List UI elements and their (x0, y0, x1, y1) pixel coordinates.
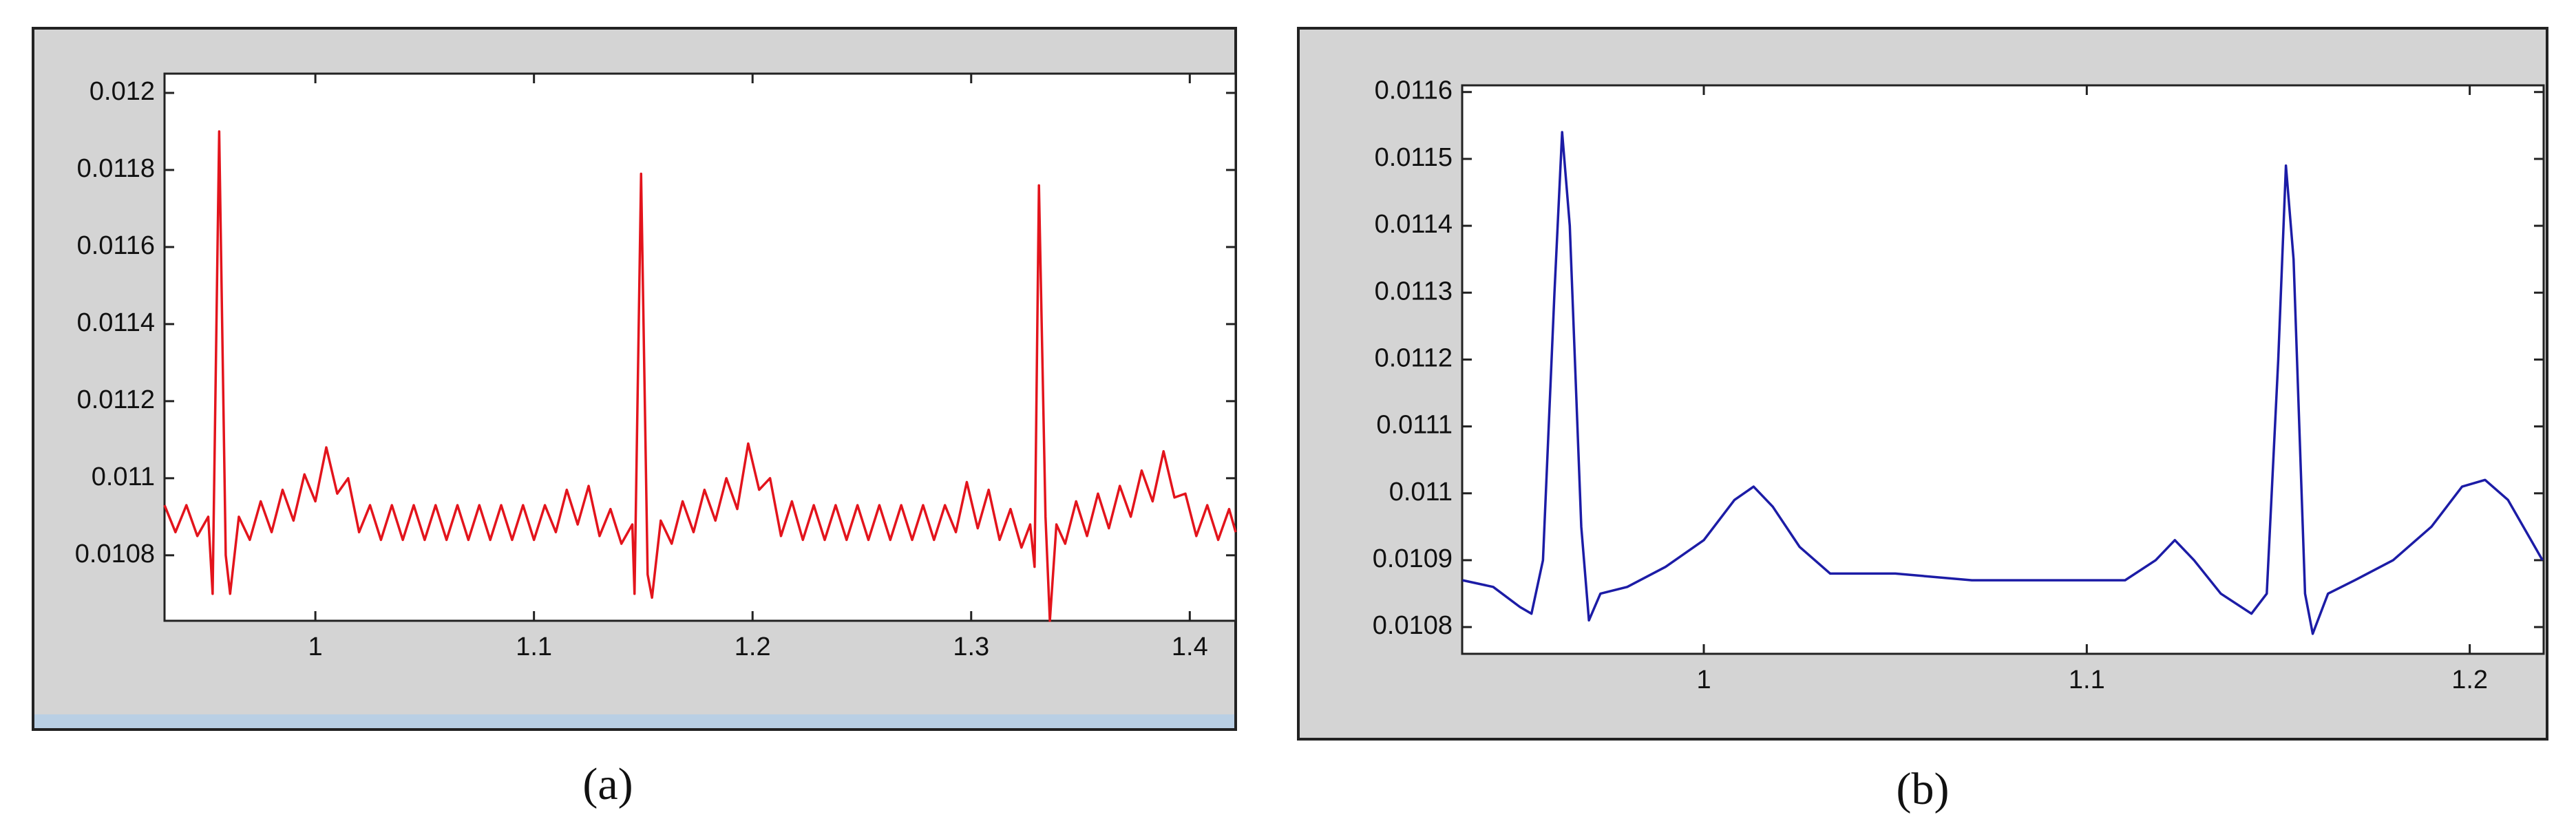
y-tick-label: 0.0114 (77, 308, 155, 337)
signal-line (1462, 131, 2544, 635)
y-tick-label: 0.0116 (1375, 76, 1453, 105)
y-tick-label: 0.0113 (1375, 277, 1453, 306)
signal-line (163, 130, 1237, 622)
plot-area (1461, 84, 2545, 655)
panel-strip (34, 714, 1234, 728)
y-tick-label: 0.0109 (1373, 544, 1453, 573)
y-tick-label: 0.011 (1389, 478, 1453, 507)
plot-area (163, 72, 1237, 622)
x-tick-label: 1 (308, 632, 323, 661)
caption: (b) (1897, 764, 1950, 814)
y-tick-label: 0.0118 (77, 154, 155, 183)
y-tick-label: 0.0112 (77, 385, 155, 414)
x-tick-label: 1.1 (516, 632, 552, 661)
y-tick-label: 0.0108 (75, 540, 155, 568)
x-tick-label: 1.3 (953, 632, 989, 661)
x-tick-label: 1.2 (735, 632, 771, 661)
caption: (a) (582, 759, 633, 809)
x-tick-label: 1.4 (1172, 632, 1208, 661)
y-tick-label: 0.0108 (1373, 611, 1453, 640)
y-tick-label: 0.0114 (1375, 210, 1453, 239)
x-tick-label: 1.1 (2069, 666, 2105, 694)
y-tick-label: 0.0115 (1375, 143, 1453, 172)
y-tick-label: 0.0111 (1376, 411, 1453, 440)
y-tick-label: 0.0112 (1375, 343, 1453, 372)
x-tick-label: 1.2 (2451, 666, 2488, 694)
y-tick-label: 0.011 (92, 462, 155, 491)
y-tick-label: 0.0116 (77, 231, 155, 260)
y-tick-label: 0.012 (89, 77, 155, 106)
x-tick-label: 1 (1696, 666, 1711, 694)
